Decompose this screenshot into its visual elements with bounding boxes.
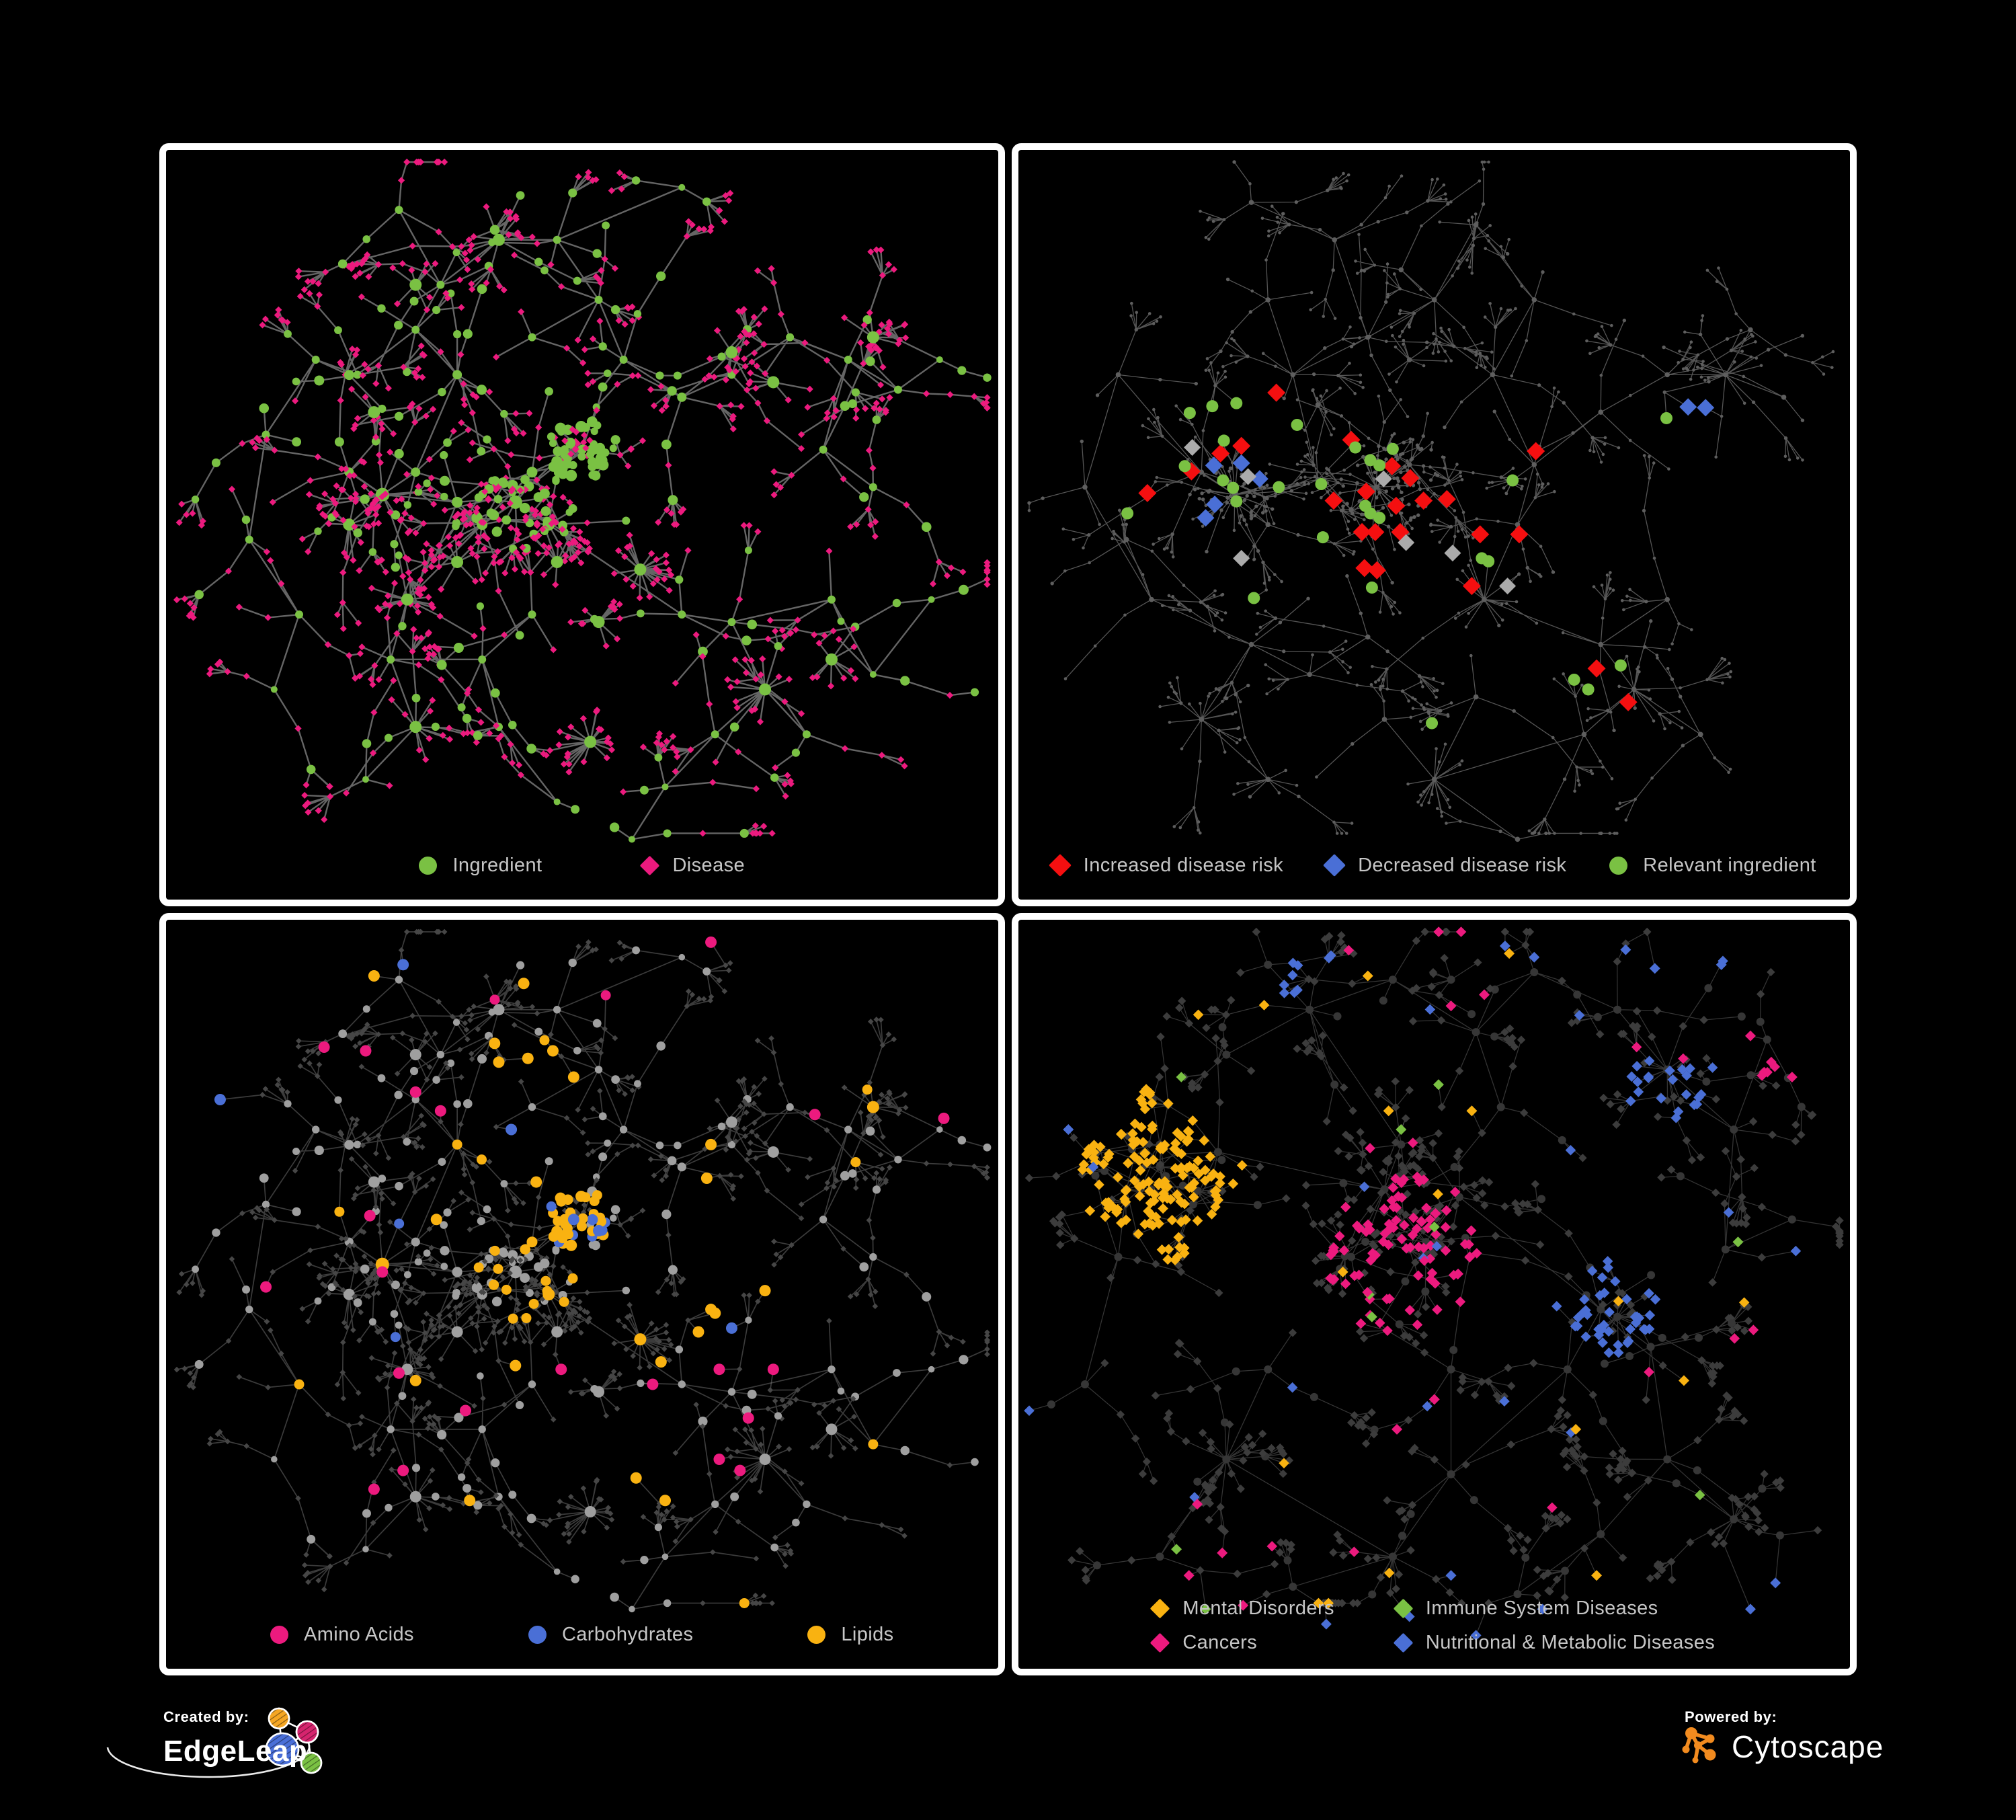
legend-item-nutritional-metabolic-diseases: Nutritional & Metabolic Diseases [1393, 1632, 1716, 1654]
network-ingredient-disease [173, 158, 992, 843]
legend-label: Decreased disease risk [1358, 854, 1567, 876]
circle-icon [270, 1626, 288, 1644]
legend-item-relevant-ingredient: Relevant ingredient [1609, 855, 1816, 877]
legend-label: Nutritional & Metabolic Diseases [1425, 1632, 1716, 1653]
legend-item-cancers: Cancers [1150, 1632, 1334, 1654]
legend-item-carbohydrates: Carbohydrates [528, 1624, 693, 1646]
circle-icon [1609, 856, 1628, 875]
panel-disease-risk: Increased disease risk Decreased disease … [1011, 143, 1857, 906]
legend-label: Carbohydrates [561, 1624, 694, 1645]
created-by-label: Created by: [163, 1708, 249, 1725]
diamond-icon [1323, 854, 1346, 877]
legend-label: Immune System Diseases [1425, 1597, 1658, 1619]
legend-label: Amino Acids [303, 1624, 414, 1645]
legend-item-lipids: Lipids [807, 1624, 893, 1646]
legend-item-amino-acids: Amino Acids [270, 1624, 414, 1646]
edgeleap-wordmark: EdgeLeap [163, 1735, 307, 1768]
legend-label: Disease [672, 854, 745, 876]
diamond-icon [1150, 1598, 1170, 1619]
legend-label: Lipids [841, 1624, 894, 1645]
diamond-icon [1150, 1632, 1170, 1653]
legend-label: Relevant ingredient [1643, 854, 1816, 876]
legend-label: Ingredient [452, 854, 542, 876]
legend-label: Increased disease risk [1083, 854, 1284, 876]
legend-nutrient-classes: Amino Acids Carbohydrates Lipids [166, 1624, 998, 1646]
legend-item-immune-system-diseases: Immune System Diseases [1393, 1597, 1715, 1620]
legend-disease-classes: Mental Disorders Immune System Diseases Ca… [1018, 1597, 1851, 1654]
legend-label: Mental Disorders [1182, 1597, 1334, 1619]
legend-item-increased-disease-risk: Increased disease risk [1048, 854, 1284, 877]
network-nutrient-classes [173, 928, 992, 1612]
edgeleap-logo: EdgeLeap [106, 1707, 323, 1778]
legend-item-decreased-disease-risk: Decreased disease risk [1323, 854, 1567, 877]
circle-icon [807, 1626, 826, 1644]
diamond-icon [1393, 1598, 1414, 1619]
diamond-icon [640, 855, 660, 875]
legend-disease-risk: Increased disease risk Decreased disease … [1018, 854, 1851, 877]
panel-disease-classes: Mental Disorders Immune System Diseases Ca… [1011, 912, 1857, 1675]
legend-item-ingredient: Ingredient [419, 855, 542, 877]
panel-nutrient-classes: Amino Acids Carbohydrates Lipids [159, 912, 1005, 1675]
circle-icon [528, 1626, 547, 1644]
edgeleap-network-icon [265, 1707, 323, 1774]
cytoscape-wordmark: Cytoscape [1732, 1729, 1884, 1764]
legend-item-mental-disorders: Mental Disorders [1150, 1597, 1334, 1620]
circle-icon [419, 856, 438, 875]
diamond-icon [1048, 854, 1072, 877]
cytoscape-icon [1682, 1727, 1716, 1764]
edgeleap-swoosh [106, 1744, 311, 1778]
legend-ingredient-disease: Ingredient Disease [166, 855, 998, 877]
cytoscape-logo: Cytoscape [1679, 1725, 1884, 1768]
powered-by-label: Powered by: [1685, 1708, 1777, 1725]
diamond-icon [1393, 1632, 1414, 1653]
network-disease-risk [1026, 160, 1834, 842]
legend-label: Cancers [1182, 1632, 1258, 1653]
network-disease-classes [1023, 926, 1844, 1640]
legend-item-disease: Disease [640, 854, 745, 877]
panel-grid: Ingredient Disease Increased disease risk… [159, 143, 1857, 1675]
panel-ingredient-disease: Ingredient Disease [159, 143, 1005, 906]
